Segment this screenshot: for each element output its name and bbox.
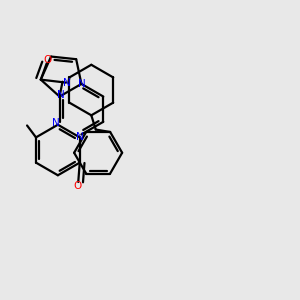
Text: N: N bbox=[78, 79, 85, 89]
Text: N: N bbox=[57, 90, 64, 100]
Text: O: O bbox=[74, 182, 82, 191]
Text: O: O bbox=[44, 55, 52, 65]
Text: N: N bbox=[52, 118, 60, 128]
Text: N: N bbox=[76, 132, 84, 142]
Text: N: N bbox=[63, 78, 71, 88]
